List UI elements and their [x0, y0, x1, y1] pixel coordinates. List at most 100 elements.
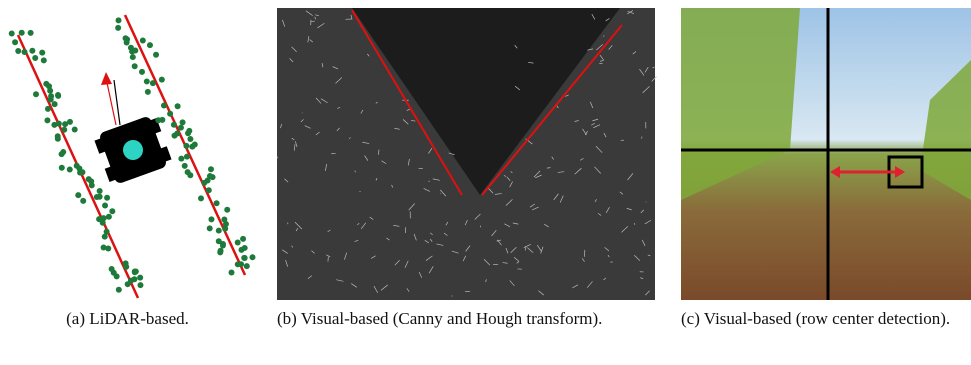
lidar-image [9, 15, 256, 298]
decoration [59, 151, 65, 157]
decoration [102, 234, 108, 240]
decoration [153, 52, 159, 58]
decoration [109, 266, 115, 272]
caption: (b) Visual-based (Canny and Hough transf… [277, 308, 657, 330]
decoration [229, 270, 235, 276]
decoration [12, 39, 18, 45]
decoration [183, 143, 189, 149]
decoration [130, 54, 136, 60]
decoration [101, 244, 107, 250]
decoration [97, 188, 103, 194]
decoration [137, 275, 143, 281]
decoration [67, 119, 73, 125]
decoration [94, 194, 100, 200]
decoration [147, 42, 153, 48]
decoration [33, 91, 39, 97]
decoration [88, 178, 94, 184]
decoration [249, 254, 255, 260]
decoration [214, 200, 220, 206]
decoration [242, 245, 248, 251]
caption: (a) LiDAR-based. [0, 308, 255, 330]
decoration [67, 166, 73, 172]
decoration [244, 263, 250, 269]
decoration [171, 122, 177, 128]
decoration [182, 163, 188, 169]
decoration [109, 208, 115, 214]
figure-images [0, 0, 971, 300]
decoration [75, 192, 81, 198]
decoration [242, 255, 248, 261]
decoration [48, 93, 54, 99]
decoration [189, 144, 195, 150]
decoration [55, 136, 61, 142]
decoration [178, 125, 184, 131]
decoration [216, 238, 222, 244]
decoration [224, 207, 230, 213]
decoration [100, 220, 106, 226]
decoration [41, 57, 47, 63]
decoration [52, 101, 58, 107]
decoration [137, 282, 143, 288]
canny-hough-image [277, 8, 657, 300]
decoration [155, 117, 161, 123]
decoration [167, 111, 173, 117]
decoration [184, 154, 190, 160]
decoration [19, 30, 25, 36]
decoration [116, 287, 122, 293]
decoration [139, 69, 145, 75]
decoration [72, 127, 78, 133]
decoration [79, 169, 85, 175]
decoration [240, 236, 246, 242]
decoration [80, 198, 86, 204]
decoration [208, 216, 214, 222]
decoration [150, 80, 156, 86]
decoration [106, 214, 112, 220]
decoration [32, 55, 38, 61]
decoration [207, 225, 213, 231]
decoration [123, 264, 129, 270]
decoration [187, 136, 193, 142]
decoration [186, 128, 192, 134]
decoration [55, 92, 61, 98]
decoration [198, 195, 204, 201]
decoration [238, 261, 244, 267]
decoration [45, 106, 51, 112]
decoration [128, 278, 134, 284]
decoration [221, 216, 227, 222]
decoration [220, 243, 226, 249]
decoration [39, 50, 45, 56]
decoration [210, 174, 216, 180]
decoration [178, 156, 184, 162]
decoration [217, 249, 223, 255]
decoration [115, 25, 121, 31]
decoration [235, 240, 241, 246]
decoration [159, 77, 165, 83]
decoration [102, 203, 108, 209]
decoration [59, 165, 65, 171]
decoration [187, 172, 193, 178]
decoration [161, 102, 167, 108]
decoration [172, 133, 178, 139]
decoration [145, 89, 151, 95]
decoration [114, 273, 120, 279]
figure: (a) LiDAR-based. (b) Visual-based (Canny… [0, 0, 971, 365]
decoration [116, 17, 122, 23]
decoration [9, 31, 15, 37]
decoration [180, 119, 186, 125]
decoration [208, 166, 214, 172]
caption: (c) Visual-based (row center detection). [681, 308, 971, 330]
decoration [15, 48, 21, 54]
decoration [44, 117, 50, 123]
decoration [46, 83, 52, 89]
decoration [132, 269, 138, 275]
decoration [104, 195, 110, 201]
decoration [132, 63, 138, 69]
decoration [222, 226, 228, 232]
decoration [51, 122, 57, 128]
decoration [216, 228, 222, 234]
decoration [29, 48, 35, 54]
decoration [28, 30, 34, 36]
decoration [132, 47, 138, 53]
decoration [175, 103, 181, 109]
decoration [22, 49, 28, 55]
